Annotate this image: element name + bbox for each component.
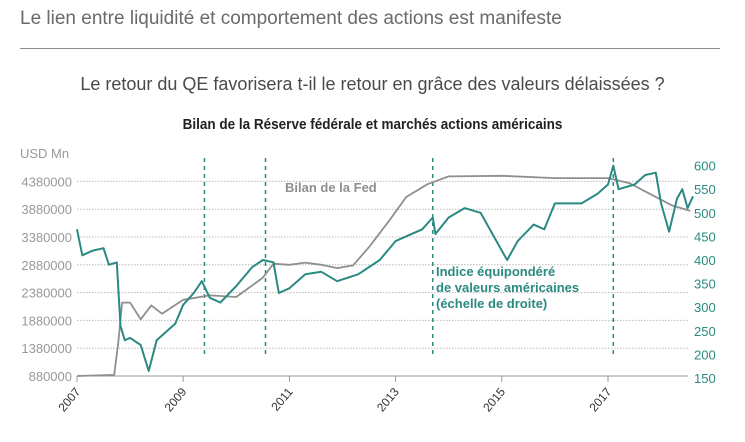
left-tick-label: 2880000 [21,258,72,273]
x-tick-label: 2017 [586,385,614,415]
right-tick-label: 200 [694,347,716,362]
right-tick-label: 250 [694,324,716,339]
header-divider [20,48,720,49]
x-tick-label: 2013 [374,385,402,415]
left-tick-label: 4380000 [21,174,72,189]
index-series-line [76,164,694,372]
subtitle: Le retour du QE favorisera t-il le retou… [80,74,665,94]
right-tick-label: 500 [694,206,716,221]
header-title: Le lien entre liquidité et comportement … [20,8,562,29]
index-annotation-line1: Indice équipondéré [436,264,555,279]
left-tick-label: 880000 [29,369,72,384]
index-annotation-line2: de valeurs américaines [436,280,579,295]
x-tick-label: 2011 [268,385,296,414]
left-tick-label: 2380000 [21,286,72,301]
left-axis-unit: USD Mn [20,146,69,161]
right-tick-label: 300 [694,300,716,315]
right-tick-label: 400 [694,253,716,268]
x-tick-label: 2015 [480,385,508,415]
right-tick-label: 450 [694,229,716,244]
left-tick-label: 1380000 [21,341,72,356]
right-tick-label: 350 [694,277,716,292]
left-tick-label: 3380000 [21,230,72,245]
right-tick-label: 600 [694,159,716,174]
index-annotation-line3: (échelle de droite) [436,296,547,311]
chart-title: Bilan de la Réserve fédérale et marchés … [182,116,563,133]
x-tick-label: 2007 [55,385,83,415]
left-tick-label: 1880000 [21,313,72,328]
fed-annotation: Bilan de la Fed [285,180,377,195]
fed-balance-line [76,174,691,377]
right-tick-label: 550 [694,182,716,197]
right-tick-label: 150 [694,371,716,386]
x-tick-label: 2009 [162,385,190,415]
left-tick-label: 3880000 [21,202,72,217]
